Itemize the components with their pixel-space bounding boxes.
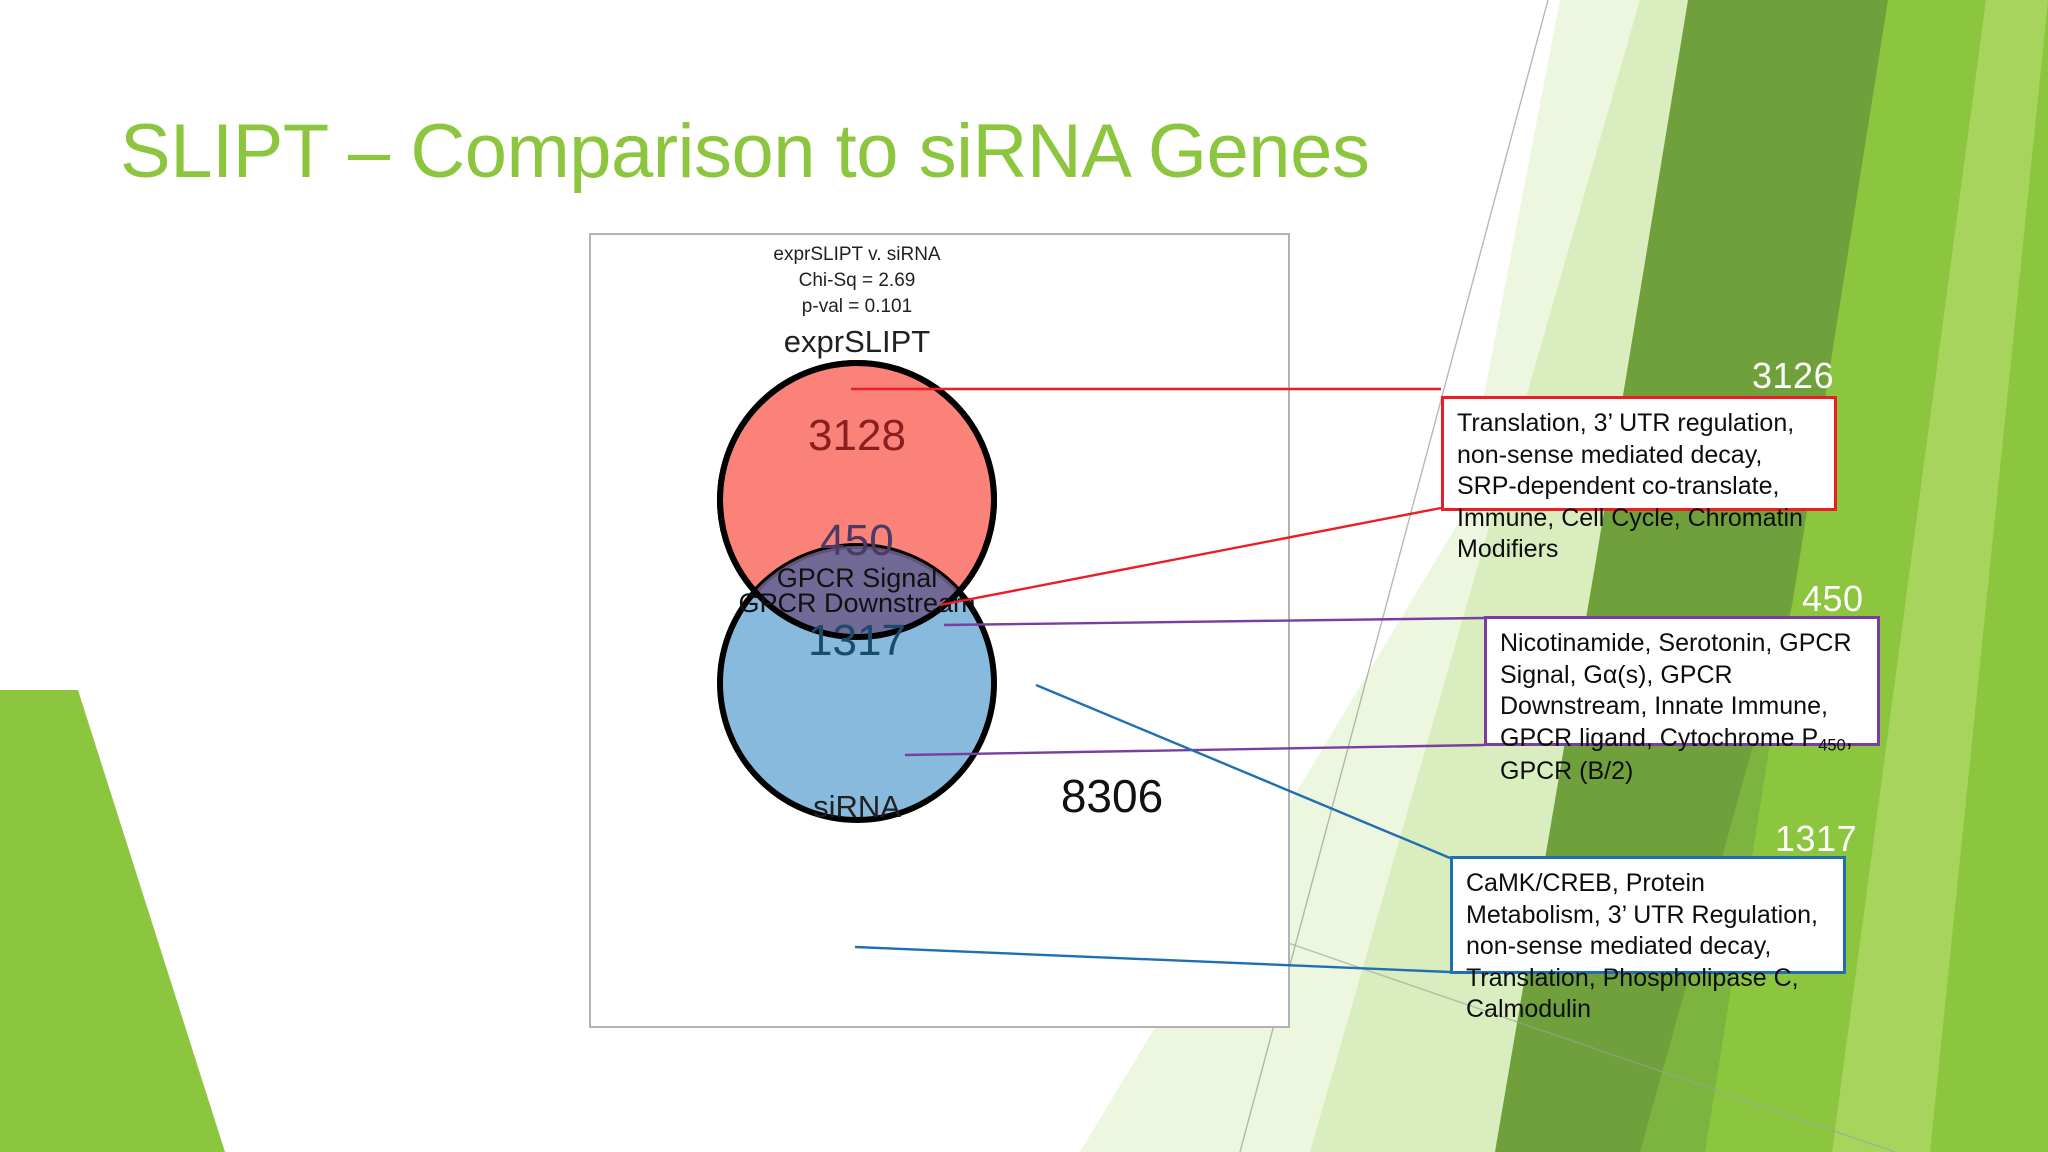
venn-overlap-pathway-1: GPCR Signal bbox=[777, 563, 938, 593]
venn-overlap-pathway-2: GPCR Downstream bbox=[738, 588, 975, 618]
callout-count-3126: 3126 bbox=[1752, 355, 1835, 396]
callout-blue-text: CaMK/CREB, Protein Metabolism, 3’ UTR Re… bbox=[1466, 869, 1818, 1023]
venn-circle-exprslipt-outline bbox=[717, 360, 997, 640]
venn-diagram: exprSLIPT v. siRNA Chi-Sq = 2.69 p-val =… bbox=[717, 244, 1163, 824]
callout-box-exprslipt-only: Translation, 3’ UTR regulation, non-sens… bbox=[1441, 396, 1837, 563]
venn-stat-chisq: Chi-Sq = 2.69 bbox=[799, 270, 916, 291]
venn-set-b-label: siRNA bbox=[813, 789, 901, 824]
venn-count-a-only: 3128 bbox=[808, 411, 906, 460]
venn-diagram-panel: exprSLIPT v. siRNA Chi-Sq = 2.69 p-val =… bbox=[589, 233, 1290, 1028]
venn-set-a-label: exprSLIPT bbox=[784, 324, 931, 359]
venn-stat-comparison: exprSLIPT v. siRNA bbox=[773, 244, 941, 265]
bg-shape-dark-2 bbox=[1930, 0, 2048, 1152]
callout-count-450: 450 bbox=[1802, 578, 1864, 619]
callout-box-sirna-only: CaMK/CREB, Protein Metabolism, 3’ UTR Re… bbox=[1450, 856, 1846, 1023]
callout-purple-subscript: 450 bbox=[1818, 736, 1846, 755]
callout-red-text: Translation, 3’ UTR regulation, non-sens… bbox=[1457, 409, 1803, 563]
page-title: SLIPT – Comparison to siRNA Genes bbox=[120, 109, 1370, 194]
callout-purple-text: Nicotinamide, Serotonin, GPCR Signal, Gα… bbox=[1500, 628, 1865, 787]
callout-box-overlap: Nicotinamide, Serotonin, GPCR Signal, Gα… bbox=[1484, 616, 1880, 785]
callout-purple-text-tail: , GPCR (B/2) bbox=[1500, 723, 1853, 785]
venn-count-outside: 8306 bbox=[1061, 770, 1163, 822]
venn-overlap-lens bbox=[720, 546, 994, 637]
bg-shape-left-wedge bbox=[0, 690, 225, 1152]
venn-count-b-only: 1317 bbox=[808, 616, 906, 665]
venn-stat-pval: p-val = 0.101 bbox=[802, 296, 912, 317]
venn-count-overlap: 450 bbox=[820, 516, 893, 565]
callout-count-1317: 1317 bbox=[1775, 818, 1858, 859]
callout-purple-text-main: Nicotinamide, Serotonin, GPCR Signal, Gα… bbox=[1500, 629, 1852, 752]
